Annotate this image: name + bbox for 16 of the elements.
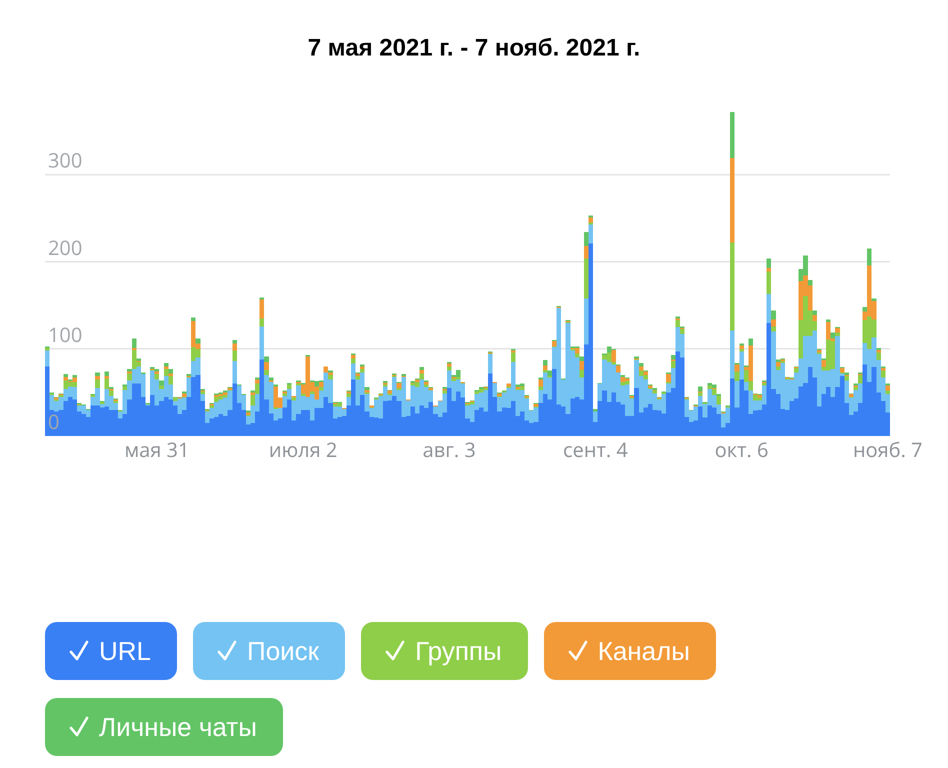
x-tick-label: июля 2 xyxy=(268,436,338,463)
text: Каналы xyxy=(598,636,690,666)
y-tick-label: 200 xyxy=(48,234,82,261)
x-tick-label: нояб. 7 xyxy=(852,436,922,463)
x-tick-label: сент. 4 xyxy=(563,436,628,463)
chart-title: 7 мая 2021 г. - 7 нояб. 2021 г. xyxy=(308,34,640,62)
x-tick-label: окт. 6 xyxy=(714,436,768,463)
text: Группы xyxy=(415,636,502,666)
x-tick-label: авг. 3 xyxy=(422,436,476,463)
y-tick-label: 100 xyxy=(48,320,82,348)
text: Поиск xyxy=(247,636,320,666)
text: Личные чаты xyxy=(99,712,257,742)
text: URL xyxy=(99,636,152,666)
y-tick-label: 300 xyxy=(48,146,82,174)
x-tick-label: мая 31 xyxy=(124,436,190,463)
y-tick-label: 0 xyxy=(48,408,60,435)
